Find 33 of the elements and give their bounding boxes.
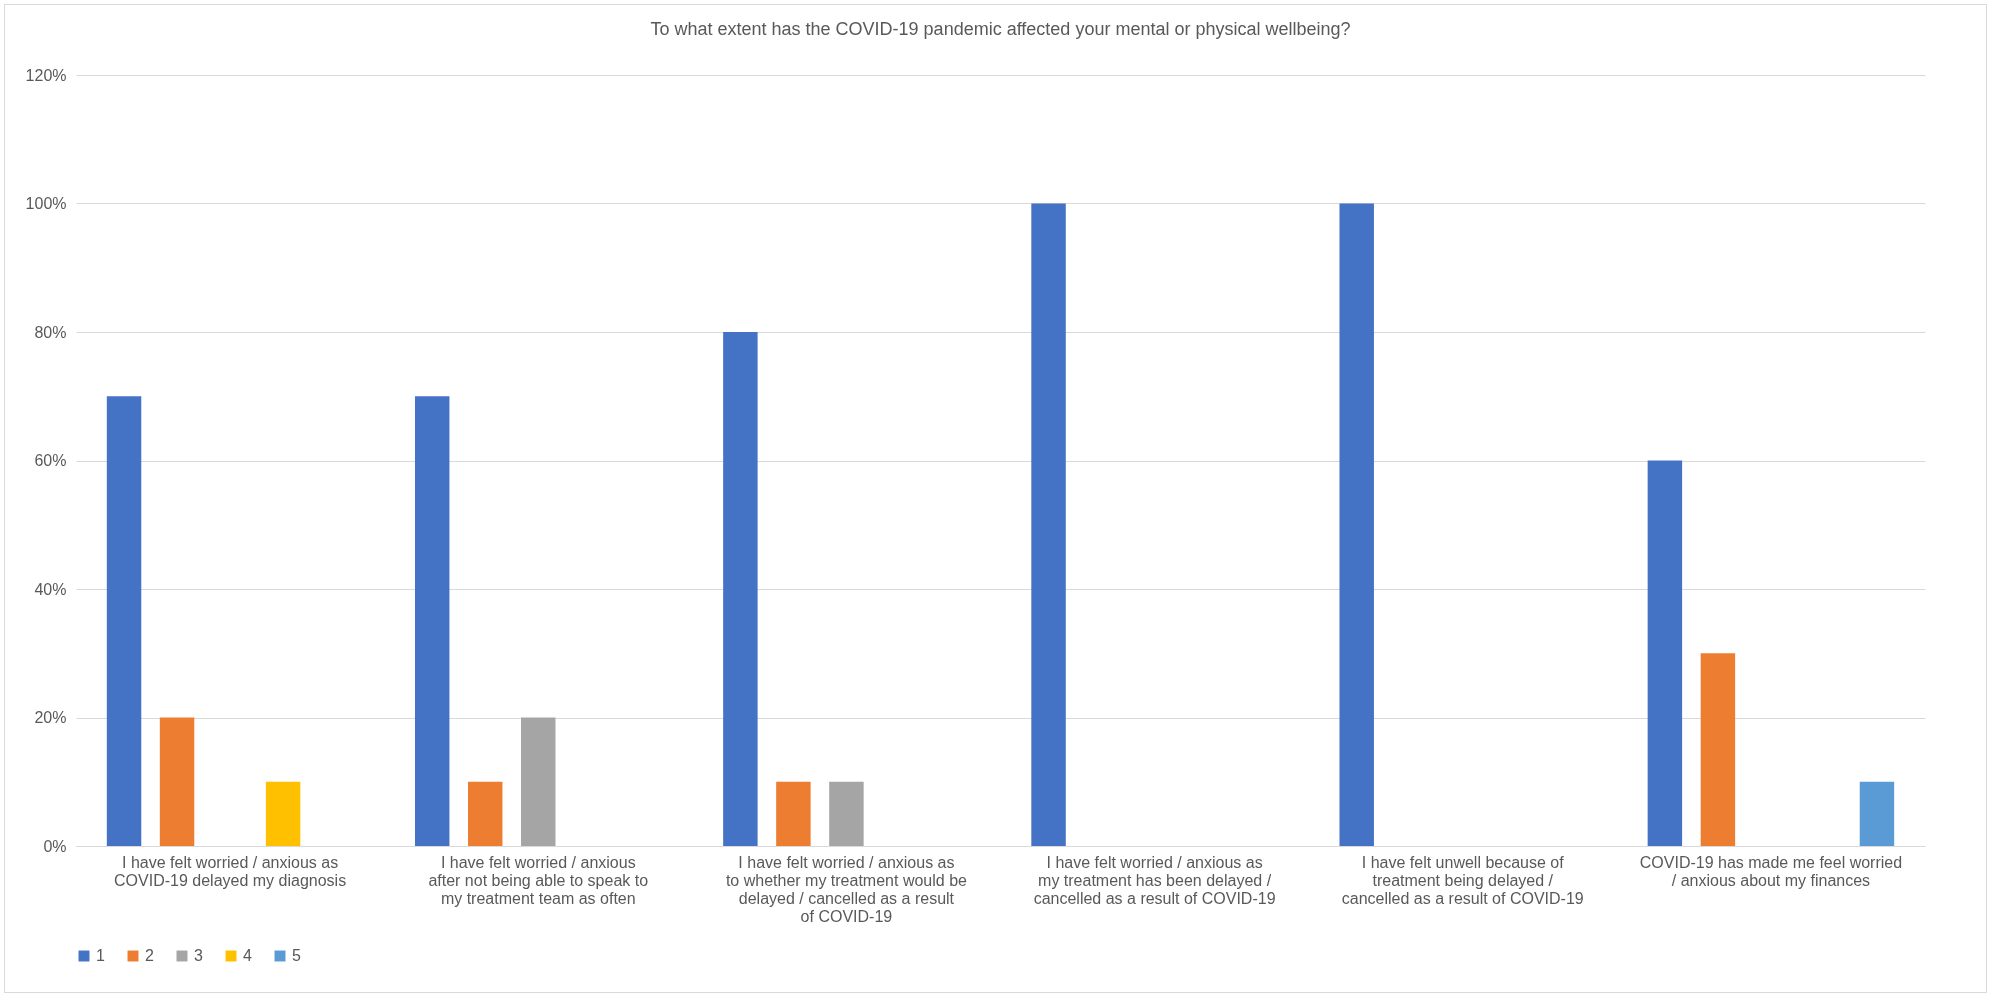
bar (723, 332, 758, 846)
bar (1700, 653, 1736, 846)
legend-label: 1 (96, 947, 105, 964)
bar (1339, 203, 1374, 846)
bar (106, 396, 142, 846)
y-tick-label: 40% (34, 580, 67, 598)
x-tick-label: I have felt worried / anxious as my treatment has been delayed / cancelled as a result of COVID-19 (1033, 853, 1276, 907)
chart-title: To what extent has the COVID-19 pandemic affected your mental or physical wellbeing? (650, 19, 1351, 39)
x-tick-label: I have felt worried / anxious as COVID-19 delayed my diagnosis (114, 853, 347, 889)
bar (776, 781, 811, 846)
y-tick-label: 100% (25, 195, 67, 212)
y-tick-label: 120% (25, 66, 67, 84)
legend-label: 4 (243, 947, 252, 964)
legend-label: 2 (145, 947, 154, 964)
y-tick-label: 0% (43, 837, 67, 855)
x-tick-label: I have felt worried / anxious after not being able to speak to my treatment team as often (428, 853, 649, 907)
bar (159, 717, 195, 846)
y-tick-label: 60% (34, 452, 67, 469)
legend-label: 3 (194, 947, 203, 964)
x-tick-label: COVID-19 has made me feel worried / anxious about my finances (1639, 853, 1903, 889)
x-tick-label: I have felt unwell because of treatment being delayed / cancelled as a result of COVID-19 (1341, 853, 1584, 907)
bar (414, 396, 450, 846)
bar (829, 781, 864, 846)
x-tick-label: I have felt worried / anxious as to whether my treatment would be delayed / cancelled as a result of COVID-19 (725, 853, 968, 925)
y-tick-label: 80% (34, 323, 67, 341)
bar (265, 781, 301, 846)
bar (468, 781, 503, 846)
bar (521, 717, 556, 846)
bar (1647, 460, 1683, 846)
bar (1031, 203, 1066, 846)
y-tick-label: 20% (34, 709, 67, 726)
bar (1859, 781, 1895, 846)
legend-label: 5 (292, 947, 301, 964)
